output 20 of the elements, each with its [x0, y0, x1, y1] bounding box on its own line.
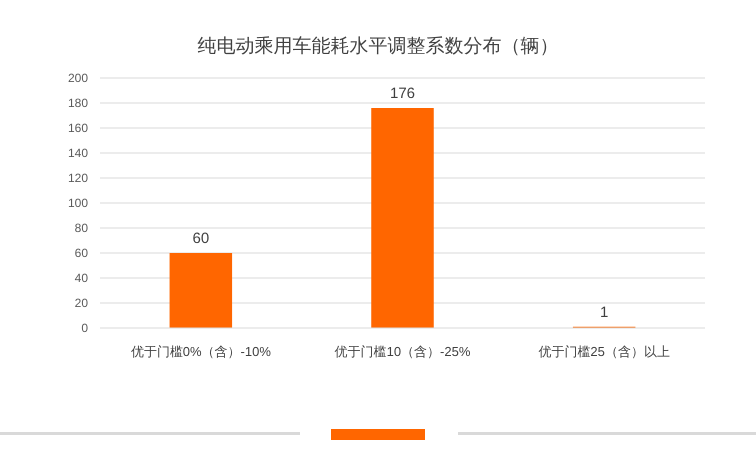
data-label: 1	[600, 304, 608, 321]
bar	[170, 253, 232, 328]
data-label: 60	[192, 230, 210, 247]
y-tick-label: 60	[74, 246, 88, 260]
y-tick-label: 180	[68, 96, 88, 110]
x-tick-label: 优于门槛0%（含）-10%	[130, 344, 272, 359]
y-tick-label: 0	[81, 321, 88, 336]
x-tick-label: 优于门槛25（含）以上	[538, 344, 670, 359]
y-tick-label: 120	[68, 171, 88, 186]
y-tick-label: 160	[68, 121, 88, 136]
data-label: 176	[390, 85, 416, 102]
y-tick-label: 100	[68, 196, 88, 210]
x-tick-label: 优于门槛10（含）-25%	[334, 344, 471, 359]
y-tick-label: 200	[68, 71, 88, 86]
y-tick-label: 20	[74, 296, 88, 310]
y-tick-label: 80	[74, 221, 88, 236]
y-tick-label: 40	[74, 271, 88, 286]
y-tick-label: 140	[68, 146, 88, 160]
bar	[371, 108, 434, 328]
chart-title: 纯电动乘用车能耗水平调整系数分布（辆）	[198, 36, 558, 57]
